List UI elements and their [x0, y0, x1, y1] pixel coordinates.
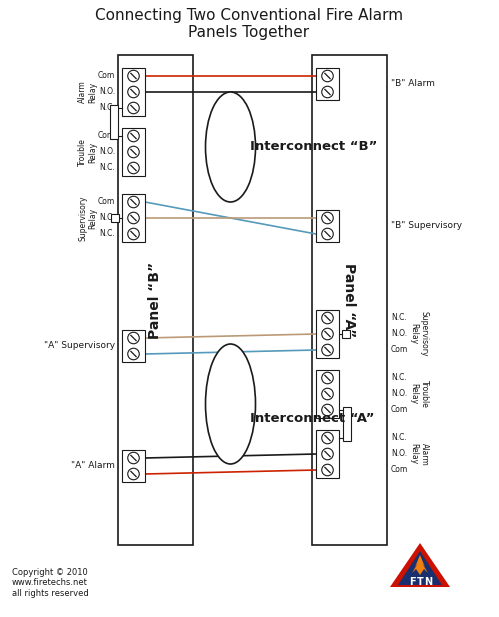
Circle shape	[128, 332, 139, 344]
Text: Panel “A”: Panel “A”	[342, 263, 356, 337]
Circle shape	[128, 212, 139, 224]
Text: Copyright © 2010
www.firetechs.net
all rights reserved: Copyright © 2010 www.firetechs.net all r…	[12, 568, 89, 598]
Circle shape	[128, 452, 139, 464]
Text: N.O.: N.O.	[391, 450, 407, 458]
Circle shape	[322, 448, 333, 460]
Text: N.C.: N.C.	[391, 373, 407, 383]
Text: N.O.: N.O.	[99, 147, 115, 157]
Text: Alarm
Relay: Alarm Relay	[78, 81, 98, 104]
Text: T: T	[417, 577, 423, 587]
Bar	[122, 194, 145, 242]
Text: "B" Supervisory: "B" Supervisory	[391, 222, 462, 231]
Circle shape	[128, 196, 139, 208]
Text: "B" Alarm: "B" Alarm	[391, 80, 435, 88]
Text: N.O.: N.O.	[391, 329, 407, 339]
Circle shape	[322, 344, 333, 356]
Text: F: F	[409, 577, 415, 587]
Text: Interconnect “A”: Interconnect “A”	[250, 413, 375, 426]
Bar	[316, 68, 339, 100]
Text: N.O.: N.O.	[391, 389, 407, 399]
Bar	[316, 310, 339, 358]
Text: N.C.: N.C.	[99, 164, 115, 173]
Circle shape	[128, 130, 139, 142]
Text: Com: Com	[98, 72, 115, 80]
Text: N.O.: N.O.	[99, 88, 115, 96]
Bar	[122, 128, 145, 176]
Circle shape	[322, 70, 333, 82]
Text: "A" Alarm: "A" Alarm	[71, 462, 115, 471]
Circle shape	[322, 433, 333, 444]
Text: Connecting Two Conventional Fire Alarm
Panels Together: Connecting Two Conventional Fire Alarm P…	[95, 8, 403, 40]
Text: Alarm
Relay: Alarm Relay	[409, 442, 429, 465]
Circle shape	[128, 102, 139, 114]
Ellipse shape	[206, 92, 255, 202]
Bar	[316, 430, 339, 478]
Text: N.C.: N.C.	[99, 104, 115, 112]
Text: "A" Supervisory: "A" Supervisory	[44, 341, 115, 350]
Text: Supervisory
Relay: Supervisory Relay	[78, 195, 98, 241]
Circle shape	[322, 212, 333, 224]
Circle shape	[322, 328, 333, 340]
Bar	[316, 210, 339, 242]
Text: Com: Com	[98, 197, 115, 207]
Bar	[118, 55, 193, 545]
Circle shape	[322, 86, 333, 97]
Circle shape	[322, 388, 333, 400]
Bar	[343, 407, 351, 441]
Bar	[316, 370, 339, 418]
Bar	[111, 214, 119, 222]
Circle shape	[322, 404, 333, 416]
Bar	[122, 330, 145, 362]
Bar	[342, 330, 350, 338]
Polygon shape	[398, 551, 442, 585]
Text: Supervisory
Relay: Supervisory Relay	[409, 311, 429, 357]
Text: N.O.: N.O.	[99, 213, 115, 223]
Circle shape	[128, 468, 139, 480]
Circle shape	[128, 348, 139, 360]
Circle shape	[322, 464, 333, 476]
Ellipse shape	[206, 344, 255, 464]
Text: Panel “B”: Panel “B”	[149, 262, 163, 339]
Text: Com: Com	[391, 346, 408, 355]
Polygon shape	[390, 543, 450, 587]
Bar	[312, 55, 387, 545]
Text: Trouble
Relay: Trouble Relay	[409, 380, 429, 408]
Circle shape	[128, 162, 139, 174]
Text: N: N	[424, 577, 432, 587]
Circle shape	[128, 228, 139, 240]
Text: Com: Com	[391, 465, 408, 474]
Circle shape	[128, 70, 139, 82]
Bar	[122, 68, 145, 116]
Circle shape	[322, 228, 333, 240]
Text: Com: Com	[98, 131, 115, 141]
Text: N.C.: N.C.	[99, 230, 115, 239]
Bar	[122, 450, 145, 482]
Polygon shape	[412, 555, 428, 575]
Text: N.C.: N.C.	[391, 434, 407, 442]
Circle shape	[128, 146, 139, 158]
Text: Com: Com	[391, 405, 408, 415]
Circle shape	[128, 86, 139, 97]
Text: N.C.: N.C.	[391, 313, 407, 323]
Text: Trouble
Relay: Trouble Relay	[78, 138, 98, 166]
Circle shape	[322, 372, 333, 384]
Circle shape	[322, 312, 333, 324]
Bar	[110, 105, 118, 139]
Text: Interconnect “B”: Interconnect “B”	[250, 141, 378, 154]
